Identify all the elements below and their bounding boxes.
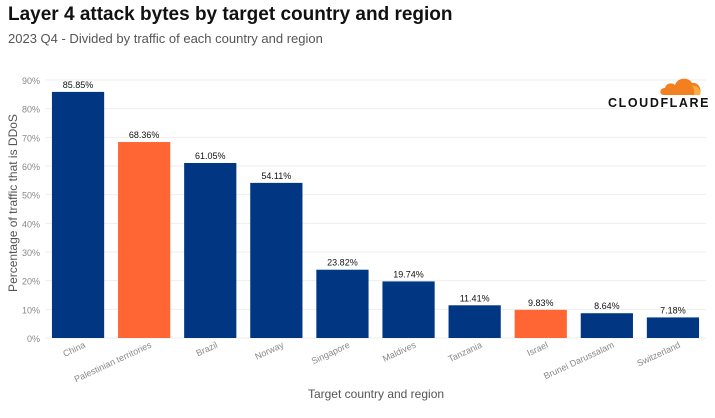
- data-labels: 85.85% 68.36% 61.05% 54.11% 23.82% 19.74% 11.4…: [63, 80, 686, 316]
- y-tick-label: 40%: [22, 219, 40, 229]
- bar: [646, 317, 700, 338]
- cloud-icon: [660, 78, 701, 95]
- data-label: 11.41%: [460, 293, 490, 303]
- data-label: 23.82%: [327, 258, 358, 268]
- x-tick-label: Tanzania: [447, 340, 484, 364]
- x-tick-label: Switzerland: [635, 340, 681, 369]
- y-tick-label: 70%: [22, 133, 40, 143]
- bar: [514, 309, 567, 338]
- bar: [184, 162, 237, 338]
- x-tick-label: China: [61, 340, 87, 359]
- bar: [118, 142, 171, 338]
- bar: [51, 91, 105, 338]
- x-tick-label: Singapore: [310, 340, 351, 366]
- logo-wordmark: CLOUDFLARE: [608, 96, 711, 110]
- bars: [51, 91, 700, 338]
- x-tick-label: Maldives: [381, 340, 418, 364]
- bar: [316, 269, 369, 338]
- x-axis-label: Target country and region: [308, 387, 444, 401]
- y-tick-label: 10%: [22, 305, 40, 315]
- y-tick-label: 20%: [22, 277, 40, 287]
- y-axis-ticks: 0% 10% 20% 30% 40% 50% 60% 70% 80% 90%: [22, 76, 40, 344]
- data-label: 7.18%: [660, 305, 686, 315]
- y-tick-label: 0%: [27, 334, 40, 344]
- bar: [250, 182, 303, 338]
- data-label: 68.36%: [129, 130, 160, 140]
- x-tick-label: Brazil: [194, 340, 219, 359]
- y-axis-label: Percentage of traffic that is DDoS: [6, 114, 20, 292]
- y-tick-label: 90%: [22, 76, 40, 86]
- x-tick-label: Norway: [253, 340, 285, 362]
- data-label: 61.05%: [195, 151, 226, 161]
- cloudflare-logo: CLOUDFLARE: [608, 76, 711, 110]
- bar: [448, 305, 501, 338]
- bar: [382, 281, 435, 338]
- data-label: 54.11%: [261, 171, 291, 181]
- data-label: 8.64%: [594, 301, 620, 311]
- chart-title: Layer 4 attack bytes by target country a…: [8, 4, 453, 25]
- y-tick-label: 50%: [22, 191, 40, 201]
- data-label: 9.83%: [528, 298, 554, 308]
- chart-subtitle: 2023 Q4 - Divided by traffic of each cou…: [8, 31, 323, 46]
- y-tick-label: 80%: [22, 105, 40, 115]
- x-tick-label: Israel: [525, 340, 549, 358]
- y-tick-label: 60%: [22, 162, 40, 172]
- bar: [580, 313, 633, 338]
- data-label: 19.74%: [393, 269, 424, 279]
- x-tick-label: Brunei Darussalam: [542, 340, 616, 381]
- data-label: 85.85%: [63, 80, 94, 90]
- y-tick-label: 30%: [22, 248, 40, 258]
